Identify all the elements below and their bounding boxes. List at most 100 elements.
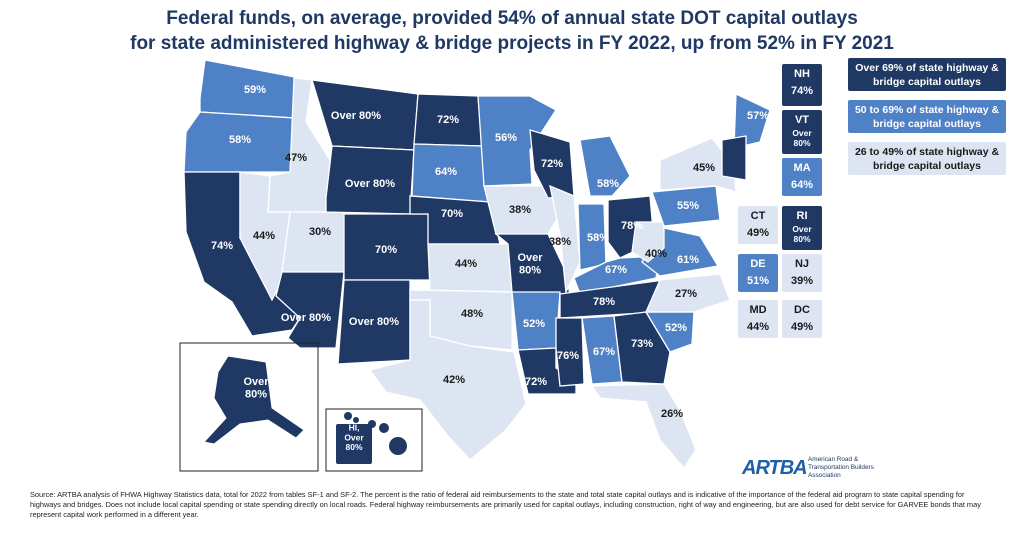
small-state-box-nj [782,254,822,292]
legend: Over 69% of state highway & bridge capit… [848,58,1006,184]
small-state-code-de: DE [750,258,765,270]
small-state-value-md: 44% [747,321,769,333]
state-label-az: Over 80% [281,312,331,324]
state-label-ky: 67% [605,264,627,276]
title-line-2: for state administered highway & bridge … [130,33,894,54]
hawaii-island-1 [344,412,352,420]
state-shape-wy [325,145,415,215]
state-label-ia: 38% [509,204,531,216]
state-shape-tx [368,299,527,461]
state-shape-fl [590,383,697,470]
state-shape-il [549,184,581,295]
small-state-value-de: 51% [747,275,769,287]
state-shape-ak [203,355,305,445]
state-shape-ga [613,311,671,385]
state-shape-ia [483,185,561,235]
state-label-ny: 45% [693,162,715,174]
small-state-box-de [738,254,778,292]
state-label-wy: Over 80% [345,178,395,190]
state-label-ok: 48% [461,308,483,320]
state-label-ne: 70% [441,208,463,220]
state-label-mi: 58% [597,178,619,190]
state-label-mt: Over 80% [331,110,381,122]
state-shape-me [733,92,771,149]
small-state-code-dc: DC [794,304,810,316]
small-state-code-vt: VT [795,114,809,126]
small-state-value-vt: Over 80% [792,128,812,148]
state-label-oh: 78% [621,220,643,232]
small-state-code-nh: NH [794,68,810,80]
state-label-la: 72% [525,376,547,388]
legend-label: 26 to 49% of state highway & bridge capi… [854,145,1000,172]
artba-logo: ARTBA American Road & Transportation Bui… [742,456,892,482]
state-label-ks: 44% [455,258,477,270]
state-labels-layer: 59% 58% 74% 47% 44% 30% Over 80% Over 80% Over 8… [211,84,769,453]
small-state-box-ma [782,158,822,196]
small-state-box-vt [782,110,822,154]
state-label-ak: Over 80% [243,376,269,401]
alaska-inset-frame [179,342,319,472]
state-shape-wv [631,221,665,263]
state-label-nm: Over 80% [349,316,399,328]
small-state-box-md [738,300,778,338]
logo-mark: ARTBA [742,457,808,479]
hawaii-island-2 [353,417,359,423]
small-state-box-ri [782,206,822,250]
state-label-nc: 27% [675,288,697,300]
state-label-tx: 42% [443,374,465,386]
state-label-mn: 56% [495,132,517,144]
small-state-box-nh [782,64,822,106]
state-label-mo: Over 80% [517,252,543,277]
state-shape-mi [579,135,631,197]
state-label-wi: 72% [541,158,563,170]
small-state-value-nj: 39% [791,275,813,287]
legend-label: 50 to 69% of state highway & bridge capi… [854,103,1000,130]
state-label-al: 67% [593,346,615,358]
small-state-code-ct: CT [751,210,766,222]
state-label-id: 47% [285,152,307,164]
state-shape-ms [555,317,585,387]
state-label-sc: 52% [665,322,687,334]
state-label-or: 58% [229,134,251,146]
small-state-code-ma: MA [793,162,810,174]
map-title: Federal funds, on average, provided 54% … [0,6,1024,56]
legend-item-26-to-49: 26 to 49% of state highway & bridge capi… [848,142,1006,175]
insets-layer [179,342,423,472]
state-label-nd: 72% [437,114,459,126]
hawaii-island-5 [389,437,407,455]
state-label-ar: 52% [523,318,545,330]
state-label-me: 57% [747,110,769,122]
state-shape-nc [645,273,731,313]
hawaii-island-4 [379,423,389,433]
small-state-code-nj: NJ [795,258,809,270]
legend-label: Over 69% of state highway & bridge capit… [855,61,999,88]
state-label-nv: 44% [253,230,275,242]
state-label-wv: 40% [645,248,667,260]
small-state-value-ma: 64% [791,179,813,191]
state-label-va: 61% [677,254,699,266]
state-label-fl: 26% [661,408,683,420]
state-label-wa: 59% [244,84,266,96]
title-line-1: Federal funds, on average, provided 54% … [166,8,858,29]
state-label-pa: 55% [677,200,699,212]
state-label-ca: 74% [211,240,233,252]
state-label-sd: 64% [435,166,457,178]
small-state-box-dc [782,300,822,338]
small-state-value-ri: Over 80% [792,224,812,244]
state-label-il: 38% [549,236,571,248]
legend-item-over-69: Over 69% of state highway & bridge capit… [848,58,1006,91]
small-state-code-md: MD [749,304,766,316]
small-state-value-nh: 74% [791,85,813,97]
small-state-box-ct [738,206,778,244]
logo-org-name: American Road & Transportation Builders … [808,456,874,479]
state-label-hi: HI, Over 80% [344,423,364,453]
state-label-ut: 30% [309,226,331,238]
state-shape-ny [659,137,737,193]
states-layer [183,59,771,470]
state-label-ms: 76% [557,350,579,362]
state-label-in: 58% [587,232,609,244]
source-note: Source: ARTBA analysis of FHWA Highway S… [30,490,981,519]
state-shape-new-england [721,135,747,181]
